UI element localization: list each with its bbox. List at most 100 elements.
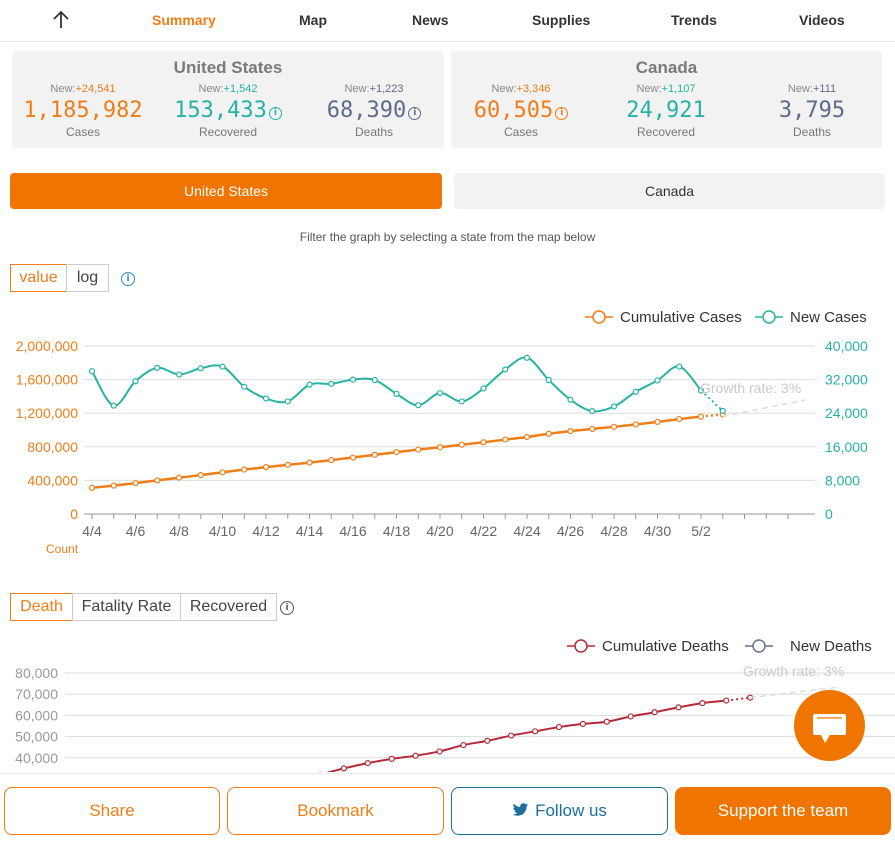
tab-map[interactable]: Map: [299, 12, 327, 28]
canada-cases-new: +3,346: [516, 83, 551, 95]
new-cases-point: [436, 389, 444, 397]
x-tick-label: 4/28: [600, 523, 627, 539]
x-tick-label: 4/10: [209, 523, 236, 539]
canada-deaths-value: 3,795: [778, 98, 846, 123]
legend-new-deaths[interactable]: New Deaths: [790, 638, 872, 655]
new-cases-point: [589, 407, 596, 415]
bookmark-button[interactable]: Bookmark: [227, 787, 444, 835]
cumulative-cases-point: [697, 413, 705, 420]
new-cases-point: [632, 388, 639, 395]
new-label: New:: [491, 83, 517, 95]
us-summary-card: United States New:+24,541 1,185,982 Case…: [12, 51, 444, 148]
support-team-button[interactable]: Support the team: [675, 787, 891, 835]
country-toggle-us[interactable]: United States: [10, 173, 442, 209]
follow-us-button[interactable]: Follow us: [451, 787, 668, 835]
y-left-tick: 2,000,000: [16, 338, 78, 354]
x-tick-label: 4/20: [426, 523, 453, 539]
y-left-tick: 1,200,000: [16, 405, 78, 421]
x-tick-label: 4/16: [339, 523, 366, 539]
new-cases-point: [371, 376, 378, 384]
canada-summary-card: Canada New:+3,346 60,505 i Cases New:+1,1…: [451, 51, 882, 148]
new-cases-point: [502, 366, 509, 373]
new-cases-point: [523, 354, 531, 361]
card-title: Canada: [635, 58, 698, 77]
us-cases-value: 1,185,982: [23, 98, 143, 123]
new-cases-point: [219, 363, 226, 370]
tab-videos[interactable]: Videos: [799, 12, 845, 28]
legend-cumulative-cases[interactable]: Cumulative Cases: [620, 309, 742, 326]
tab-supplies[interactable]: Supplies: [532, 12, 591, 28]
tab-fatality-rate[interactable]: Fatality Rate: [72, 593, 181, 621]
cumulative-cases-point: [241, 466, 248, 473]
cumulative-cases-point: [458, 441, 465, 448]
cumulative-cases-point: [610, 423, 618, 430]
y-axis-label: Count: [46, 542, 79, 556]
cumulative-cases-point: [393, 448, 400, 456]
info-icon[interactable]: i: [408, 107, 422, 120]
cumulative-cases-point: [197, 472, 204, 479]
cumulative-cases-point: [567, 427, 574, 435]
canada-deaths-new: +111: [812, 83, 837, 95]
cumulative-cases-point: [175, 474, 183, 481]
new-cases-point: [306, 381, 313, 388]
chat-button[interactable]: [794, 690, 865, 761]
tab-recovered[interactable]: Recovered: [180, 593, 277, 621]
new-cases-point: [241, 383, 248, 390]
x-tick-label: 4/26: [557, 523, 584, 539]
cumulative-deaths-point: [699, 700, 706, 707]
info-icon[interactable]: i: [555, 107, 569, 120]
y-left-tick: 800,000: [27, 439, 78, 455]
x-tick-label: 4/30: [644, 523, 671, 539]
cumulative-deaths-point: [436, 748, 443, 755]
y-right-tick: 8,000: [825, 472, 860, 488]
new-label: New:: [50, 83, 76, 95]
cumulative-deaths-point: [340, 765, 347, 772]
deaths-chart-legend: Cumulative Deaths New Deaths: [567, 638, 872, 655]
tab-summary[interactable]: Summary: [152, 12, 216, 28]
y-right-tick: 0: [825, 506, 833, 522]
info-icon[interactable]: i: [268, 107, 282, 120]
new-cases-point: [197, 365, 204, 372]
us-deaths-new: +1,223: [369, 83, 404, 95]
cumulative-cases-point: [523, 433, 531, 441]
arrow-up-icon[interactable]: [50, 8, 72, 32]
new-cases-point: [88, 368, 96, 375]
info-icon[interactable]: i: [280, 601, 294, 615]
y-left-tick: 400,000: [27, 472, 78, 488]
cumulative-cases-point: [654, 418, 661, 426]
cumulative-cases-point: [284, 461, 291, 468]
x-tick-label: 4/8: [169, 523, 189, 539]
tab-trends[interactable]: Trends: [671, 12, 717, 28]
new-cases-point: [393, 390, 400, 397]
growth-rate-annotation: Growth rate: 3%: [700, 380, 801, 396]
cumulative-deaths-point: [508, 732, 515, 739]
canada-deaths-stat: New:+111 3,795 Deaths: [737, 83, 887, 139]
country-toggle-canada[interactable]: Canada: [454, 173, 885, 209]
new-cases-point: [719, 407, 726, 415]
legend-cumulative-deaths[interactable]: Cumulative Deaths: [602, 638, 729, 655]
scale-log-toggle[interactable]: log: [66, 264, 109, 292]
y-right-tick: 32,000: [825, 372, 868, 388]
x-tick-label: 5/2: [691, 523, 711, 539]
tab-death[interactable]: Death: [10, 593, 73, 621]
y-left-tick: 1,600,000: [16, 372, 78, 388]
cumulative-cases-point: [154, 477, 161, 484]
scale-value-toggle[interactable]: value: [10, 264, 67, 292]
cumulative-cases-point: [676, 415, 683, 423]
x-tick-label: 4/6: [126, 523, 146, 539]
share-button[interactable]: Share: [4, 787, 220, 835]
new-cases-point: [132, 378, 139, 385]
cumulative-cases-point: [502, 436, 509, 443]
y-right-tick: 24,000: [825, 405, 868, 421]
bottom-action-bar: Share Bookmark Follow us Support the tea…: [0, 773, 895, 846]
new-cases-point: [654, 377, 661, 384]
new-label: New:: [344, 83, 370, 95]
cumulative-cases-projection: [700, 413, 723, 418]
canada-cases-stat: New:+3,346 60,505 i Cases: [446, 83, 596, 139]
growth-projection-line: [750, 686, 841, 699]
tab-news[interactable]: News: [412, 12, 449, 28]
legend-new-cases[interactable]: New Cases: [790, 309, 867, 326]
card-title: United States: [173, 58, 283, 77]
cumulative-deaths-point: [723, 697, 730, 704]
info-icon[interactable]: i: [121, 272, 135, 286]
